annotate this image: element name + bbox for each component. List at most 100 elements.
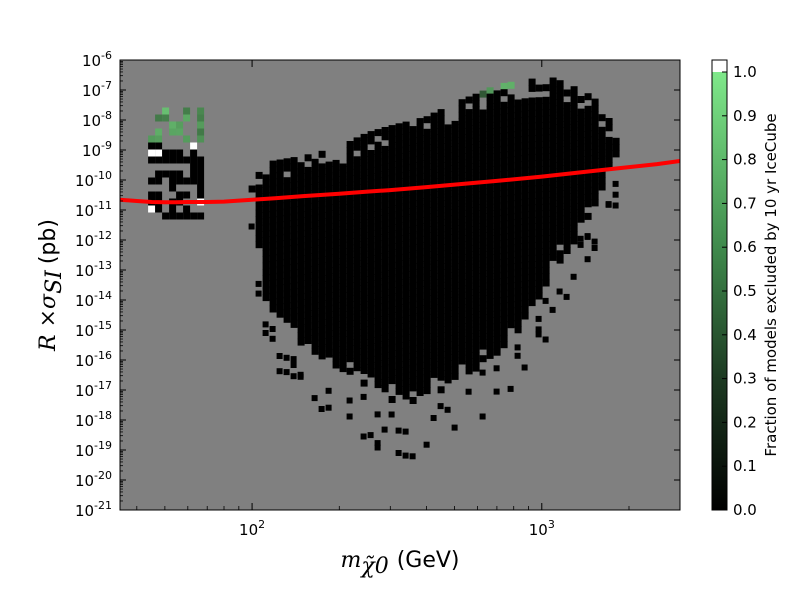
heatmap-cell — [304, 204, 312, 212]
heatmap-cell — [416, 155, 424, 163]
heatmap-cell — [507, 220, 515, 228]
heatmap-cell — [290, 245, 298, 253]
heatmap-cell — [395, 268, 403, 276]
heatmap-cell — [381, 360, 389, 368]
heatmap-cell — [367, 351, 375, 359]
heatmap-cell — [374, 444, 381, 451]
heatmap-cell — [486, 339, 494, 347]
heatmap-cell — [409, 271, 417, 278]
heatmap-cell — [486, 213, 494, 221]
heatmap-cell — [381, 372, 389, 380]
heatmap-cell — [297, 250, 305, 258]
heatmap-cell — [276, 285, 284, 293]
heatmap-cell — [535, 204, 543, 212]
heatmap-cell — [486, 288, 494, 296]
heatmap-cell — [458, 357, 466, 365]
heatmap-cell — [197, 212, 205, 220]
heatmap-cell — [332, 267, 340, 274]
heatmap-cell — [262, 180, 270, 188]
heatmap-cell — [437, 134, 445, 142]
heatmap-cell — [486, 333, 494, 340]
heatmap-cell — [262, 287, 270, 295]
heatmap-cell — [472, 150, 480, 158]
heatmap-cell — [451, 272, 459, 280]
heatmap-cell — [549, 153, 557, 161]
heatmap-cell — [493, 134, 501, 142]
heatmap-cell — [423, 116, 431, 124]
heatmap-cell — [598, 133, 606, 141]
heatmap-cell — [423, 336, 431, 344]
y-tick-label: 10-7 — [82, 79, 112, 100]
heatmap-cell — [451, 240, 459, 248]
heatmap-cell — [479, 134, 487, 142]
heatmap-cell — [183, 205, 191, 213]
heatmap-cell — [381, 234, 389, 242]
heatmap-cell — [514, 168, 522, 176]
heatmap-cell — [346, 166, 354, 174]
heatmap-cell — [360, 360, 368, 368]
heatmap-cell — [395, 167, 403, 175]
heatmap-cell — [556, 80, 564, 88]
heatmap-cell — [556, 130, 564, 138]
heatmap-cell — [353, 137, 361, 145]
heatmap-cell — [311, 265, 319, 273]
heatmap-cell — [388, 175, 396, 183]
heatmap-cell — [528, 147, 536, 155]
heatmap-cell — [360, 348, 368, 356]
heatmap-cell — [465, 335, 473, 343]
heatmap-cell — [269, 292, 277, 300]
heatmap-cell — [458, 225, 466, 233]
heatmap-cell — [325, 387, 332, 394]
heatmap-cell — [402, 121, 410, 129]
heatmap-cell — [297, 162, 305, 170]
heatmap-cell — [290, 213, 298, 221]
heatmap-cell — [423, 248, 431, 256]
heatmap-cell — [563, 247, 571, 254]
heatmap-cell — [500, 215, 508, 223]
heatmap-cell — [339, 201, 347, 209]
heatmap-cell — [493, 109, 501, 117]
heatmap-cell — [444, 212, 452, 220]
heatmap-cell — [458, 143, 466, 151]
heatmap-cell — [514, 131, 522, 138]
heatmap-cell — [500, 82, 508, 90]
heatmap-cell — [444, 363, 452, 371]
heatmap-cell — [304, 267, 312, 275]
heatmap-cell — [276, 228, 284, 236]
heatmap-cell — [409, 340, 417, 348]
heatmap-cell — [570, 187, 578, 194]
heatmap-cell — [479, 241, 487, 249]
heatmap-cell — [416, 357, 424, 365]
heatmap-cell — [472, 270, 480, 278]
heatmap-cell — [262, 275, 270, 283]
heatmap-cell — [388, 351, 396, 359]
heatmap-cell — [183, 212, 191, 220]
heatmap-cell — [514, 212, 522, 220]
heatmap-cell — [493, 310, 501, 318]
heatmap-cell — [262, 256, 270, 264]
heatmap-cell — [409, 308, 417, 316]
heatmap-cell — [514, 225, 522, 233]
heatmap-cell — [367, 250, 375, 258]
heatmap-cell — [528, 179, 536, 187]
heatmap-cell — [472, 200, 480, 208]
heatmap-cell — [458, 105, 466, 113]
heatmap-cell — [437, 272, 445, 280]
heatmap-cell — [423, 441, 430, 448]
heatmap-cell — [416, 294, 424, 302]
heatmap-cell — [374, 299, 382, 307]
heatmap-cell — [570, 231, 578, 239]
heatmap-cell — [374, 349, 382, 357]
heatmap-cell — [381, 316, 389, 323]
heatmap-cell — [381, 309, 389, 317]
heatmap-cell — [437, 285, 445, 293]
heatmap-cell — [507, 239, 515, 247]
heatmap-cell — [521, 161, 529, 169]
heatmap-cell — [451, 316, 459, 324]
heatmap-cell — [528, 198, 536, 206]
heatmap-cell — [290, 264, 298, 272]
heatmap-cell — [353, 200, 361, 208]
heatmap-cell — [283, 233, 291, 241]
heatmap-cell — [353, 345, 361, 353]
heatmap-cell — [276, 353, 283, 359]
